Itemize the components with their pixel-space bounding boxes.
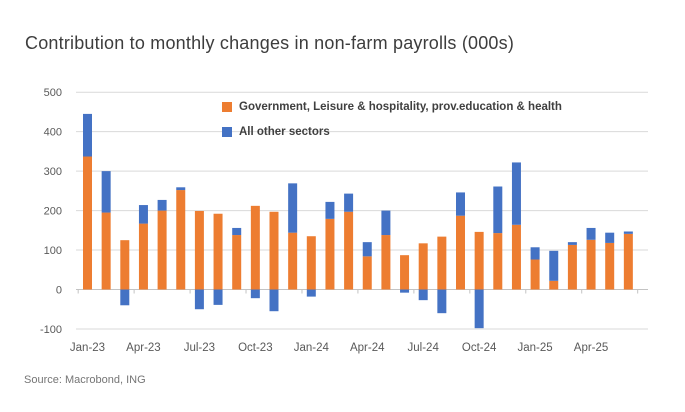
bar-segment-government-Jan-25 — [530, 259, 540, 290]
legend-item-other-sectors: All other sectors — [222, 126, 562, 138]
bar-segment-other-sectors-Jun-23 — [176, 187, 186, 191]
bar-segment-other-sectors-Oct-24 — [474, 289, 484, 329]
x-axis-tick-label: Oct-24 — [462, 342, 497, 354]
bar-segment-government-Sep-24 — [456, 215, 465, 290]
bar-segment-government-Jun-23 — [176, 190, 186, 290]
source-note: Source: Macrobond, ING — [24, 374, 146, 386]
bar-segment-other-sectors-May-23 — [157, 199, 167, 211]
bar-segment-other-sectors-Apr-23 — [138, 205, 148, 224]
bar-segment-government-Nov-23 — [269, 211, 279, 290]
bar-segment-other-sectors-Aug-24 — [437, 289, 447, 314]
bar-segment-other-sectors-Apr-24 — [362, 242, 372, 257]
bar-segment-other-sectors-May-24 — [381, 210, 391, 236]
bar-segment-government-Dec-24 — [511, 224, 521, 290]
x-axis-tick-label: Oct-23 — [238, 342, 273, 354]
y-axis-tick-label: 0 — [56, 285, 62, 297]
bar-segment-government-Feb-24 — [325, 218, 335, 290]
bar-segment-government-Aug-23 — [213, 213, 223, 290]
bar-segment-government-Mar-24 — [344, 211, 354, 290]
bar-segment-government-Apr-24 — [362, 256, 372, 290]
y-axis-tick-label: 200 — [44, 206, 62, 218]
bar-segment-other-sectors-Aug-23 — [213, 289, 223, 305]
legend-item-government: Government, Leisure & hospitality, prov.… — [222, 101, 562, 113]
y-axis-tick-label: 100 — [44, 245, 62, 257]
bar-segment-other-sectors-Feb-24 — [325, 201, 335, 219]
bar-segment-government-Jun-25 — [623, 233, 633, 290]
bar-segment-other-sectors-Dec-24 — [511, 162, 521, 225]
x-axis-tick-label: Apr-23 — [126, 342, 161, 354]
x-axis-tick-label: Jan-23 — [70, 342, 105, 354]
bar-segment-other-sectors-Jan-24 — [306, 289, 316, 297]
x-axis-tick-label: Jan-25 — [518, 342, 553, 354]
bar-segment-other-sectors-Feb-23 — [101, 171, 111, 213]
bar-segment-other-sectors-Jan-23 — [83, 113, 92, 157]
bar-segment-other-sectors-Jun-24 — [400, 289, 410, 293]
y-axis-tick-label: 300 — [44, 166, 62, 178]
bar-segment-government-Jul-24 — [418, 243, 428, 290]
x-axis-tick-label: Jul-24 — [408, 342, 440, 354]
bar-segment-government-Mar-25 — [567, 244, 577, 290]
bar-segment-government-May-24 — [381, 235, 391, 290]
bar-segment-other-sectors-May-25 — [605, 232, 615, 243]
bar-segment-other-sectors-Dec-23 — [288, 183, 298, 233]
bar-segment-other-sectors-Sep-23 — [232, 227, 242, 236]
bar-segment-other-sectors-Apr-25 — [586, 227, 596, 240]
bar-segment-government-Oct-24 — [474, 231, 484, 290]
bar-segment-other-sectors-Mar-25 — [567, 242, 577, 245]
bar-segment-other-sectors-Jul-24 — [418, 289, 428, 301]
bar-segment-government-Jan-24 — [306, 236, 316, 290]
bar-segment-other-sectors-Mar-23 — [120, 289, 130, 306]
bar-segment-government-Jul-23 — [194, 210, 204, 290]
bar-segment-other-sectors-Oct-23 — [250, 289, 260, 299]
bar-segment-other-sectors-Nov-24 — [493, 186, 503, 234]
bar-segment-government-Dec-23 — [288, 232, 298, 290]
legend: Government, Leisure & hospitality, prov.… — [222, 101, 562, 138]
x-axis-tick-label: Jan-24 — [294, 342, 330, 354]
y-axis-tick-label: 400 — [44, 127, 62, 139]
legend-label-other-sectors: All other sectors — [239, 126, 330, 138]
bar-segment-government-May-25 — [605, 242, 615, 290]
bar-segment-government-Feb-23 — [101, 212, 111, 290]
x-axis-tick-label: Jul-23 — [184, 342, 215, 354]
bar-segment-government-May-23 — [157, 210, 167, 290]
bar-segment-other-sectors-Sep-24 — [456, 192, 465, 216]
legend-label-government: Government, Leisure & hospitality, prov.… — [239, 101, 562, 113]
y-axis-tick-label: 500 — [44, 87, 62, 99]
bar-segment-government-Jan-23 — [83, 156, 92, 290]
bar-segment-government-Jun-24 — [400, 255, 410, 290]
bar-segment-other-sectors-Mar-24 — [344, 193, 354, 212]
legend-swatch-other-sectors-icon — [222, 127, 232, 137]
bar-segment-other-sectors-Nov-23 — [269, 289, 279, 312]
bar-segment-other-sectors-Feb-25 — [549, 250, 559, 281]
bar-segment-government-Apr-23 — [138, 223, 148, 290]
y-axis-tick-label: -100 — [40, 324, 62, 336]
bar-segment-government-Sep-23 — [232, 235, 242, 290]
legend-swatch-government-icon — [222, 102, 232, 112]
bar-segment-other-sectors-Jul-23 — [194, 289, 204, 310]
x-axis-tick-label: Apr-24 — [350, 342, 385, 354]
bar-segment-government-Oct-23 — [250, 205, 260, 290]
bar-segment-government-Aug-24 — [437, 236, 447, 290]
bar-segment-government-Apr-25 — [586, 239, 596, 290]
bar-segment-other-sectors-Jun-25 — [623, 231, 633, 234]
bar-segment-government-Feb-25 — [549, 280, 559, 290]
x-axis-tick-label: Apr-25 — [574, 342, 609, 354]
bar-segment-government-Mar-23 — [120, 240, 130, 290]
bar-segment-government-Nov-24 — [493, 233, 503, 290]
chart-title: Contribution to monthly changes in non-f… — [25, 33, 515, 53]
bar-segment-other-sectors-Jan-25 — [530, 247, 540, 260]
